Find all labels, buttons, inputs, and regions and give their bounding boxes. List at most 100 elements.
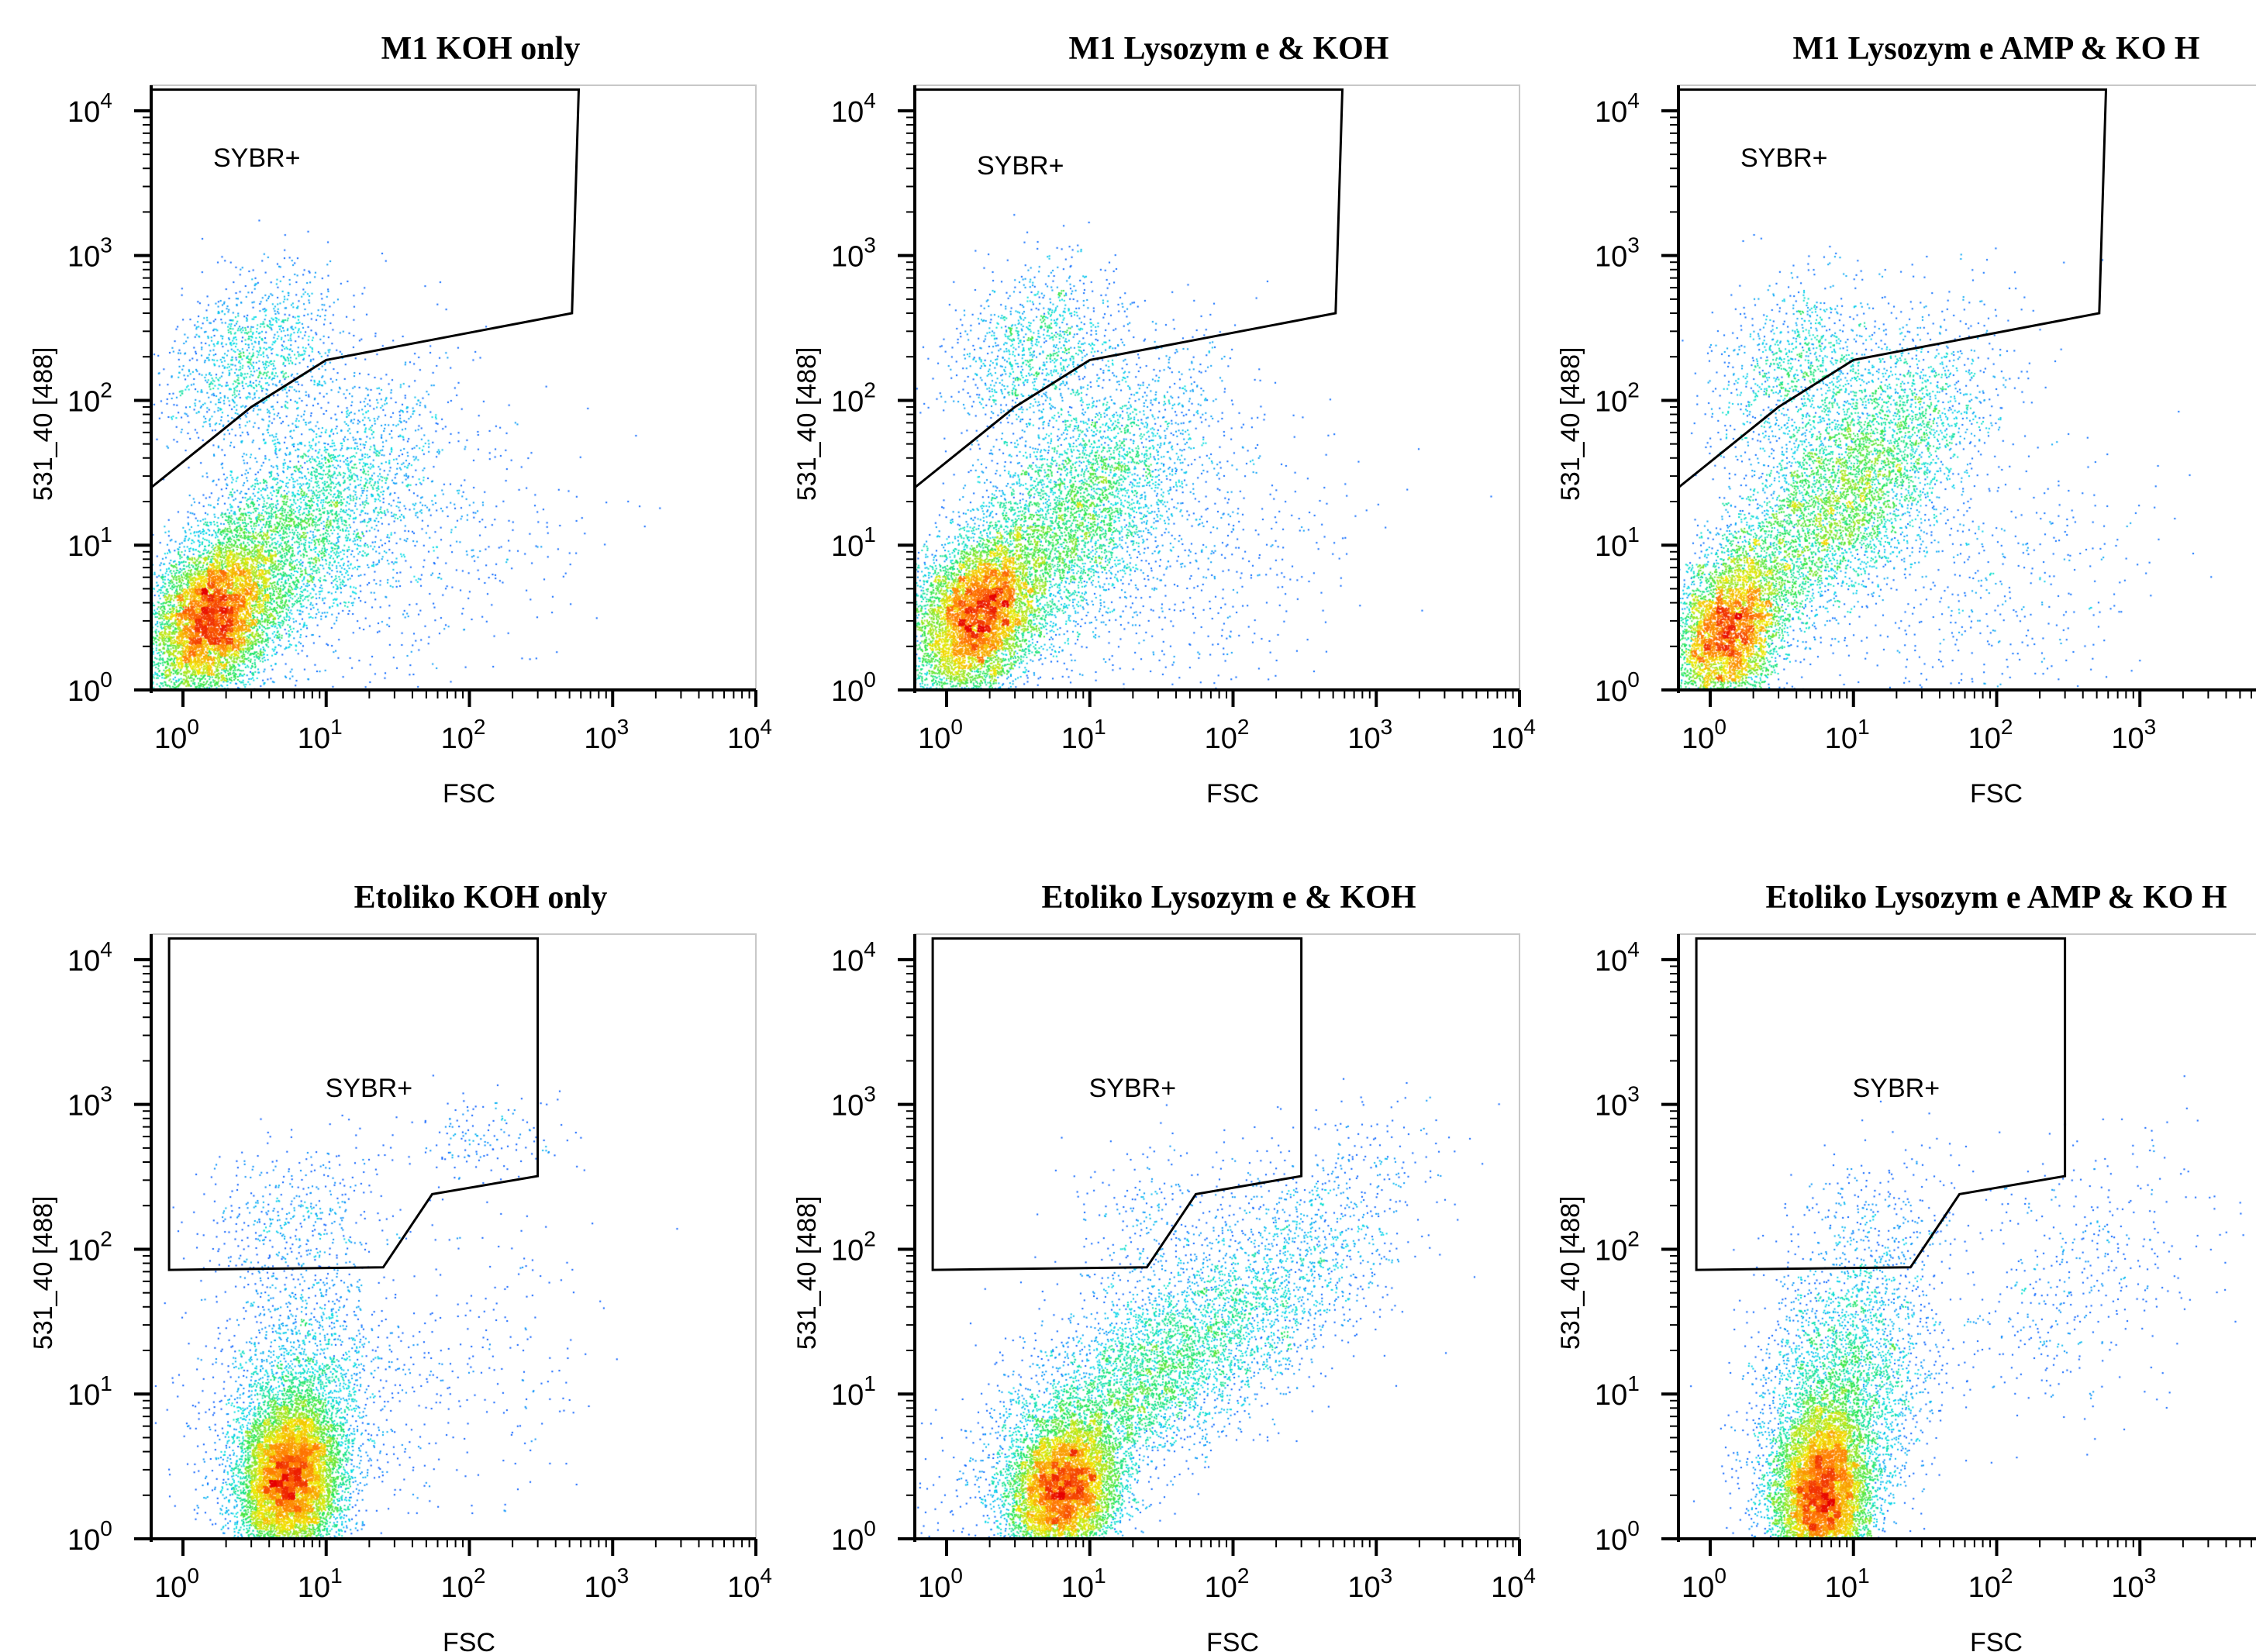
panel-5: Etoliko Lysozym e & KOH SYBR+ 100 101 102 103… bbox=[792, 880, 1536, 1652]
x-axis-label: FSC bbox=[1206, 779, 1259, 809]
x-tick-label: 102 bbox=[1205, 1564, 1250, 1604]
y-tick-label: 103 bbox=[67, 1082, 112, 1123]
y-tick-label: 103 bbox=[1595, 233, 1640, 274]
x-tick-label: 101 bbox=[1825, 715, 1870, 755]
y-tick-label: 102 bbox=[67, 378, 112, 418]
y-tick-label: 104 bbox=[67, 88, 112, 129]
x-tick-label: 100 bbox=[1682, 1564, 1726, 1604]
x-axis-label: FSC bbox=[1970, 779, 2023, 809]
y-tick-label: 102 bbox=[1595, 1226, 1640, 1267]
x-tick-label: 100 bbox=[918, 715, 963, 755]
gate-label: SYBR+ bbox=[1089, 1074, 1176, 1103]
y-tick-label: 101 bbox=[1595, 1371, 1640, 1412]
y-axis-label: 531_40 [488] bbox=[1556, 1196, 1585, 1350]
x-tick-label: 102 bbox=[441, 715, 486, 755]
y-tick-label: 101 bbox=[831, 1371, 876, 1412]
sybr-gate bbox=[1695, 937, 2067, 1271]
gate-label: SYBR+ bbox=[977, 151, 1064, 181]
x-tick-label: 104 bbox=[1491, 1564, 1536, 1604]
panel-3: M1 Lysozym e AMP & KO H SYBR+ 100 101 102 103… bbox=[1556, 31, 2256, 809]
x-tick-label: 103 bbox=[1347, 715, 1392, 755]
x-tick-label: 104 bbox=[2254, 1564, 2256, 1604]
y-tick-label: 100 bbox=[831, 667, 876, 708]
density-dots bbox=[1678, 85, 2256, 690]
gate-label: SYBR+ bbox=[213, 143, 300, 173]
panel-title: Etoliko KOH only bbox=[354, 880, 608, 916]
y-tick-label: 102 bbox=[831, 378, 876, 418]
panel-title: Etoliko Lysozym e AMP & KO H bbox=[1766, 880, 2227, 916]
panel-title: M1 Lysozym e AMP & KO H bbox=[1793, 31, 2200, 67]
y-axis-label: 531_40 [488] bbox=[29, 347, 58, 502]
y-tick-label: 101 bbox=[67, 1371, 112, 1412]
sybr-gate bbox=[167, 937, 540, 1271]
y-tick-label: 103 bbox=[831, 1082, 876, 1123]
density-dots bbox=[1678, 934, 2256, 1539]
y-tick-label: 100 bbox=[67, 1516, 112, 1557]
panel-2: M1 Lysozym e & KOH SYBR+ 100 101 102 103 104 10… bbox=[792, 31, 1536, 809]
x-axis-label: FSC bbox=[443, 1628, 495, 1652]
density-dots bbox=[151, 934, 756, 1539]
y-tick-label: 100 bbox=[1595, 667, 1640, 708]
y-tick-label: 101 bbox=[831, 523, 876, 563]
x-axis-label: FSC bbox=[1970, 1628, 2023, 1652]
y-tick-label: 102 bbox=[831, 1226, 876, 1267]
panel-4: Etoliko KOH only SYBR+ 100 101 102 103 104 100 1… bbox=[29, 880, 772, 1652]
gate-label: SYBR+ bbox=[326, 1074, 412, 1103]
density-dots bbox=[915, 934, 1520, 1539]
x-tick-label: 102 bbox=[1968, 1564, 2013, 1604]
y-tick-label: 103 bbox=[67, 233, 112, 274]
x-tick-label: 104 bbox=[727, 715, 772, 755]
x-axis-label: FSC bbox=[443, 779, 495, 809]
x-tick-label: 100 bbox=[154, 715, 199, 755]
y-tick-label: 104 bbox=[831, 88, 876, 129]
y-axis-label: 531_40 [488] bbox=[792, 1196, 822, 1350]
x-tick-label: 103 bbox=[2111, 1564, 2156, 1604]
x-tick-label: 103 bbox=[584, 715, 629, 755]
x-tick-label: 100 bbox=[1682, 715, 1726, 755]
panel-title: M1 Lysozym e & KOH bbox=[1069, 31, 1389, 67]
x-tick-label: 101 bbox=[1061, 1564, 1106, 1604]
x-tick-label: 101 bbox=[298, 1564, 343, 1604]
density-dots bbox=[151, 85, 756, 690]
x-tick-label: 100 bbox=[918, 1564, 963, 1604]
x-tick-label: 104 bbox=[727, 1564, 772, 1604]
x-tick-label: 103 bbox=[584, 1564, 629, 1604]
y-tick-label: 104 bbox=[67, 937, 112, 978]
x-tick-label: 101 bbox=[1061, 715, 1106, 755]
y-tick-label: 104 bbox=[831, 937, 876, 978]
panel-title: Etoliko Lysozym e & KOH bbox=[1042, 880, 1416, 916]
x-axis-label: FSC bbox=[1206, 1628, 1259, 1652]
x-tick-label: 101 bbox=[1825, 1564, 1870, 1604]
y-tick-label: 103 bbox=[1595, 1082, 1640, 1123]
panel-6: Etoliko Lysozym e AMP & KO H SYBR+ 100 101 1… bbox=[1556, 880, 2256, 1652]
x-tick-label: 101 bbox=[298, 715, 343, 755]
density-dots bbox=[915, 85, 1520, 690]
x-tick-label: 102 bbox=[1205, 715, 1250, 755]
panel-title: M1 KOH only bbox=[381, 31, 581, 67]
y-tick-label: 100 bbox=[1595, 1516, 1640, 1557]
x-tick-label: 100 bbox=[154, 1564, 199, 1604]
x-tick-label: 102 bbox=[1968, 715, 2013, 755]
y-axis-label: 531_40 [488] bbox=[29, 1196, 58, 1350]
gate-label: SYBR+ bbox=[1740, 143, 1827, 173]
y-tick-label: 103 bbox=[831, 233, 876, 274]
gate-label: SYBR+ bbox=[1853, 1074, 1940, 1103]
x-tick-label: 103 bbox=[1347, 1564, 1392, 1604]
y-axis-label: 531_40 [488] bbox=[1556, 347, 1585, 502]
x-tick-label: 104 bbox=[2254, 715, 2256, 755]
y-tick-label: 100 bbox=[831, 1516, 876, 1557]
x-tick-label: 104 bbox=[1491, 715, 1536, 755]
y-tick-label: 102 bbox=[1595, 378, 1640, 418]
y-axis-label: 531_40 [488] bbox=[792, 347, 822, 502]
y-tick-label: 102 bbox=[67, 1226, 112, 1267]
y-tick-label: 101 bbox=[67, 523, 112, 563]
panel-1: M1 KOH only SYBR+ 100 101 102 103 104 100 101 102… bbox=[29, 31, 772, 809]
x-tick-label: 102 bbox=[441, 1564, 486, 1604]
y-tick-label: 101 bbox=[1595, 523, 1640, 563]
sybr-gate bbox=[931, 937, 1303, 1271]
y-tick-label: 104 bbox=[1595, 937, 1640, 978]
y-tick-label: 104 bbox=[1595, 88, 1640, 129]
y-tick-label: 100 bbox=[67, 667, 112, 708]
x-tick-label: 103 bbox=[2111, 715, 2156, 755]
